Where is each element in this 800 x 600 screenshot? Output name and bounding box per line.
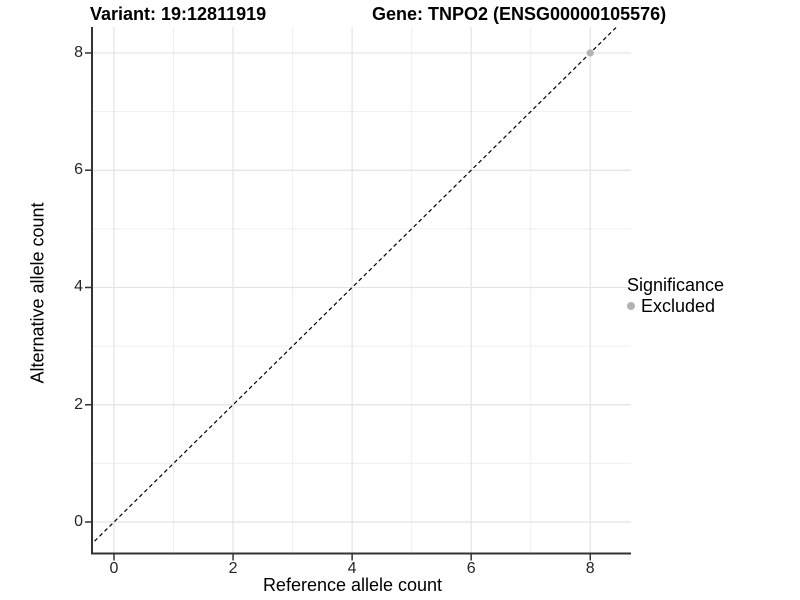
data-point (586, 49, 594, 57)
legend-entry-excluded: Excluded (627, 296, 724, 316)
x-axis-title: Reference allele count (262, 575, 443, 595)
variant-title: Variant: 19:12811919 (90, 4, 267, 24)
y-tick-label: 4 (74, 278, 83, 296)
x-tick-label: 2 (228, 560, 238, 577)
x-tick-label: 8 (585, 560, 595, 577)
y-tick-label: 6 (74, 161, 83, 179)
x-tick-label: 0 (109, 560, 119, 577)
excluded-point-icon (627, 302, 635, 310)
y-axis-title: Alternative allele count (27, 202, 48, 384)
y-tick-label: 0 (74, 513, 83, 530)
legend-title: Significance (627, 275, 725, 295)
x-tick-label: 4 (347, 560, 357, 577)
legend-entry-label: Excluded (641, 296, 716, 316)
legend: Significance Excluded (627, 275, 724, 316)
y-tick-label: 8 (74, 43, 83, 61)
y-tick-label: 2 (74, 395, 83, 413)
identity-dashed-line (92, 27, 618, 545)
gene-title: Gene: TNPO2 (ENSG00000105576) (372, 4, 667, 24)
x-tick-label: 6 (466, 560, 476, 577)
panel-background (92, 27, 631, 554)
